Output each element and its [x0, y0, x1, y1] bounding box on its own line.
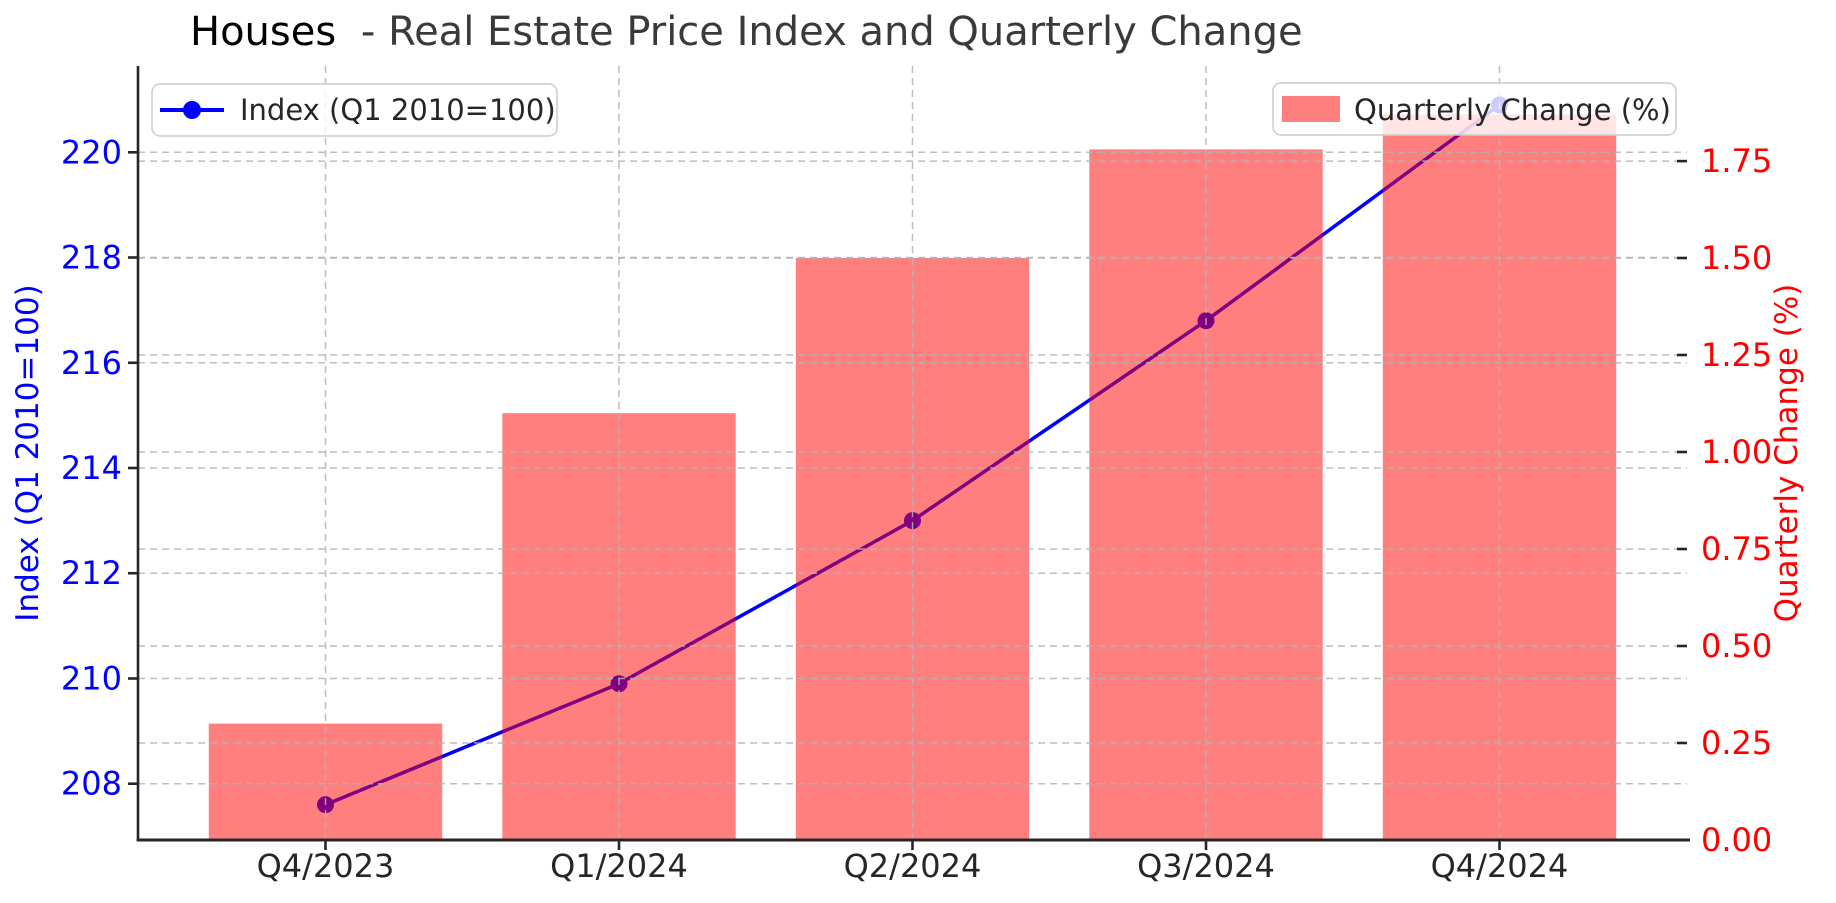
left-tick-label-212: 212	[61, 554, 122, 592]
x-tick-label-q2-2024: Q2/2024	[844, 847, 982, 885]
legend-quarterly-change-box	[1272, 82, 1677, 136]
right-tick-label-0.25: 0.25	[1701, 724, 1772, 762]
legend-quarterly-change-swatch	[1282, 96, 1340, 122]
right-tick-label-1.25: 1.25	[1701, 336, 1772, 374]
right-tick-label-1.75: 1.75	[1701, 142, 1772, 180]
left-tick-label-214: 214	[61, 449, 122, 487]
left-axis-label: Index (Q1 2010=100)	[10, 284, 46, 621]
left-tick-label-208: 208	[61, 765, 122, 803]
chart-title: Houses - Real Estate Price Index and Qua…	[190, 9, 1303, 55]
x-tick-label-q1-2024: Q1/2024	[550, 847, 688, 885]
chart-title-prefix: Houses	[190, 9, 336, 55]
legend-index: Index (Q1 2010=100)	[151, 83, 558, 137]
right-tick-label-1.00: 1.00	[1701, 433, 1772, 471]
x-tick-label-q3-2024: Q3/2024	[1137, 847, 1275, 885]
right-axis-label: Quarterly Change (%)	[1769, 284, 1805, 623]
chart-title-rest: - Real Estate Price Index and Quarterly …	[361, 9, 1303, 55]
legend-index-label: Index (Q1 2010=100)	[240, 93, 556, 127]
x-tick-label-q4-2024: Q4/2024	[1431, 847, 1569, 885]
left-tick-label-218: 218	[61, 239, 122, 277]
left-tick-label-216: 216	[61, 344, 122, 382]
axis-tick-labels: 208 210 212 214 216 218 220 0.00 0.25 0.50 0.75 1.0…	[61, 133, 1772, 885]
right-tick-label-0.50: 0.50	[1701, 627, 1772, 665]
right-tick-label-1.50: 1.50	[1701, 239, 1772, 277]
x-tick-label-q4-2023: Q4/2023	[257, 847, 395, 885]
left-tick-label-220: 220	[61, 133, 122, 171]
legend-index-marker-swatch	[183, 101, 201, 119]
right-tick-label-0.75: 0.75	[1701, 530, 1772, 568]
left-tick-label-210: 210	[61, 660, 122, 698]
legend-quarterly-change: Quarterly Change (%)	[1272, 82, 1677, 136]
legend-quarterly-change-label: Quarterly Change (%)	[1354, 93, 1671, 127]
legend-index-box	[151, 83, 558, 137]
right-tick-label-0.00: 0.00	[1701, 821, 1772, 859]
gridlines	[138, 66, 1687, 841]
axis-ticks	[128, 151, 1687, 850]
